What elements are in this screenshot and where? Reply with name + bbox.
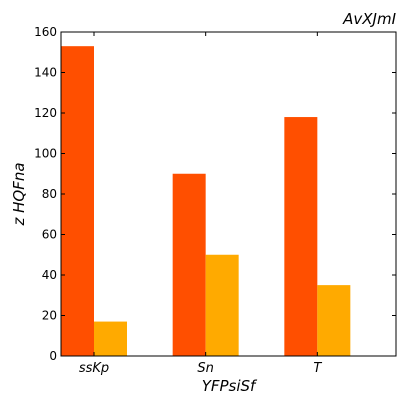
bar-T-series-2 — [317, 285, 351, 356]
bar-T-series-1 — [284, 117, 318, 356]
bar-Sn-series-2 — [205, 254, 239, 356]
plot-frame — [60, 31, 397, 357]
x-tick-label-Sn: Sn — [197, 361, 214, 376]
x-axis-title: YFPsiSf — [202, 377, 258, 395]
y-tick-label: 120 — [34, 106, 57, 120]
y-tick-label: 140 — [34, 66, 57, 80]
y-tick-label: 160 — [34, 25, 57, 39]
x-tick-label-T: T — [313, 361, 322, 376]
bars-group — [61, 46, 351, 357]
y-tick-label: 20 — [42, 309, 57, 323]
bar-ssKp-series-2 — [94, 321, 127, 356]
bar-Sn-series-1 — [172, 173, 206, 356]
bar-ssKp-series-1 — [61, 46, 94, 357]
x-axis-ticks: ssKp Sn T — [79, 32, 322, 376]
y-tick-label: 80 — [42, 187, 57, 201]
chart-title: AvXJmI — [342, 10, 396, 28]
y-tick-label: 40 — [42, 268, 57, 282]
y-tick-label: 0 — [49, 349, 57, 363]
y-tick-label: 60 — [42, 228, 57, 242]
y-axis-ticks: 0 20 40 60 80 100 120 140 160 — [34, 25, 396, 363]
x-tick-label-ssKp: ssKp — [79, 361, 109, 376]
y-tick-label: 100 — [34, 147, 57, 161]
y-axis-title: z HQFna — [10, 162, 28, 226]
